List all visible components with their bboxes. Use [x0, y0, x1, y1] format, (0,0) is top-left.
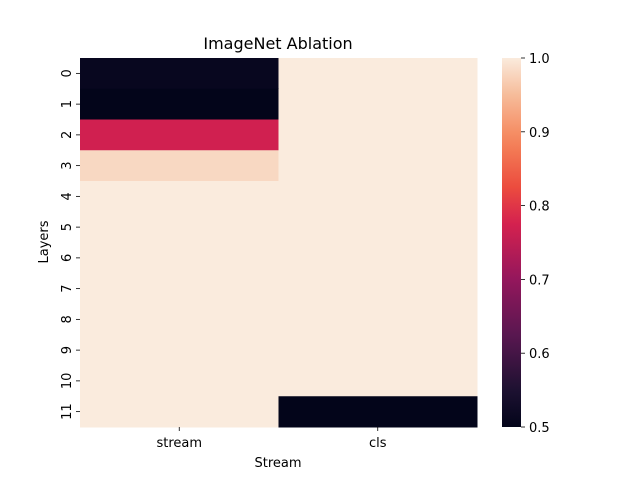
y-axis-ticks: 0 1 2 3 4 5 6 7 8 9 10 11	[60, 69, 80, 420]
heatmap-cell	[80, 88, 279, 120]
colorbar-tick-label: 1.0	[529, 52, 550, 67]
heatmap-cell	[80, 211, 279, 243]
y-tick-label: 7	[60, 284, 75, 292]
y-tick-label: 6	[60, 254, 75, 262]
heatmap-cell	[278, 334, 478, 366]
heatmap-cell	[80, 181, 279, 213]
colorbar-tick-label: 0.8	[529, 200, 550, 215]
heatmap-cell	[80, 396, 279, 428]
heatmap-cell	[80, 119, 279, 151]
heatmap-cell	[278, 273, 478, 305]
colorbar-tick-label: 0.9	[529, 126, 550, 141]
y-tick-label: 11	[60, 403, 75, 420]
heatmap-cell	[278, 58, 478, 90]
y-tick-label: 8	[60, 315, 75, 323]
chart-title: ImageNet Ablation	[203, 34, 352, 53]
heatmap-cells	[80, 58, 478, 428]
heatmap-cell	[278, 181, 478, 213]
heatmap-cell	[278, 211, 478, 243]
y-tick-label: 4	[60, 192, 75, 200]
y-tick-label: 1	[60, 100, 75, 108]
x-axis-label: Stream	[254, 456, 301, 471]
heatmap-cell	[278, 365, 478, 397]
heatmap-cell	[80, 334, 279, 366]
heatmap-cell	[278, 304, 478, 336]
heatmap-cell	[278, 242, 478, 274]
y-tick-label: 5	[60, 223, 75, 231]
x-tick-label: cls	[369, 436, 387, 451]
x-axis-ticks: stream cls	[156, 427, 387, 451]
colorbar: 0.5 0.6 0.7 0.8 0.9 1.0	[502, 52, 550, 436]
colorbar-ticks: 0.5 0.6 0.7 0.8 0.9 1.0	[521, 52, 550, 436]
y-tick-label: 10	[60, 373, 75, 390]
heatmap-cell	[278, 396, 478, 428]
colorbar-tick-label: 0.6	[529, 347, 550, 362]
y-tick-label: 3	[60, 161, 75, 169]
y-tick-label: 0	[60, 69, 75, 77]
colorbar-tick-label: 0.5	[529, 421, 550, 436]
colorbar-gradient	[502, 58, 521, 427]
heatmap-cell	[80, 58, 279, 90]
x-tick-label: stream	[156, 436, 202, 451]
heatmap-cell	[80, 242, 279, 274]
heatmap-cell	[278, 119, 478, 151]
heatmap-cell	[80, 365, 279, 397]
heatmap-cell	[80, 273, 279, 305]
colorbar-tick-label: 0.7	[529, 273, 550, 288]
y-tick-label: 9	[60, 346, 75, 354]
y-tick-label: 2	[60, 131, 75, 139]
heatmap-cell	[80, 150, 279, 182]
y-axis-label: Layers	[37, 220, 52, 263]
heatmap-cell	[80, 304, 279, 336]
heatmap-cell	[278, 88, 478, 120]
heatmap-cell	[278, 150, 478, 182]
